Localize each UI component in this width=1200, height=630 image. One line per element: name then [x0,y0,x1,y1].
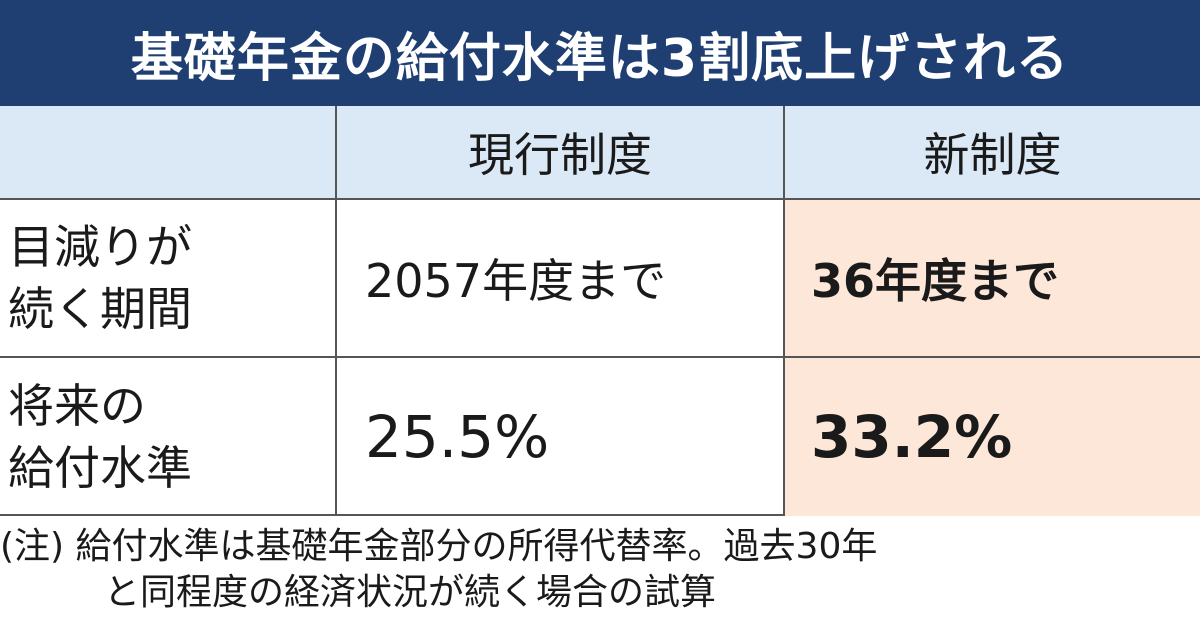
new-decline-period-value: 36年度まで [811,254,1060,308]
row-label-cell: 目減りが 続く期間 [0,200,335,356]
header-new-system: 新制度 [783,106,1200,198]
table-header-row: 現行制度 新制度 [0,106,1200,198]
header-empty-cell [0,106,335,198]
row-label-decline-period: 目減りが 続く期間 [8,220,192,336]
current-value-cell: 25.5% [335,358,783,516]
footnote-line-1: (注) 給付水準は基礎年金部分の所得代替率。過去30年 [0,526,878,567]
current-benefit-level-value: 25.5% [365,403,550,471]
header-current-system: 現行制度 [335,106,783,198]
new-value-cell: 36年度まで [783,200,1200,356]
table-row: 将来の 給付水準 25.5% 33.2% [0,356,1200,516]
chart-title: 基礎年金の給付水準は3割底上げされる [0,0,1200,106]
row-label-future-benefit-level: 将来の 給付水準 [8,379,192,495]
table-row: 目減りが 続く期間 2057年度まで 36年度まで [0,198,1200,356]
new-value-cell: 33.2% [783,358,1200,516]
current-decline-period-value: 2057年度まで [365,254,667,308]
footnote-line-2: と同程度の経済状況が続く場合の試算 [104,572,717,613]
footnote: (注) 給付水準は基礎年金部分の所得代替率。過去30年 と同程度の経済状況が続く… [0,524,1200,616]
current-value-cell: 2057年度まで [335,200,783,356]
new-benefit-level-value: 33.2% [811,403,1013,471]
comparison-table: 現行制度 新制度 目減りが 続く期間 2057年度まで 36年度まで 将来の 給… [0,106,1200,516]
row-label-cell: 将来の 給付水準 [0,358,335,516]
